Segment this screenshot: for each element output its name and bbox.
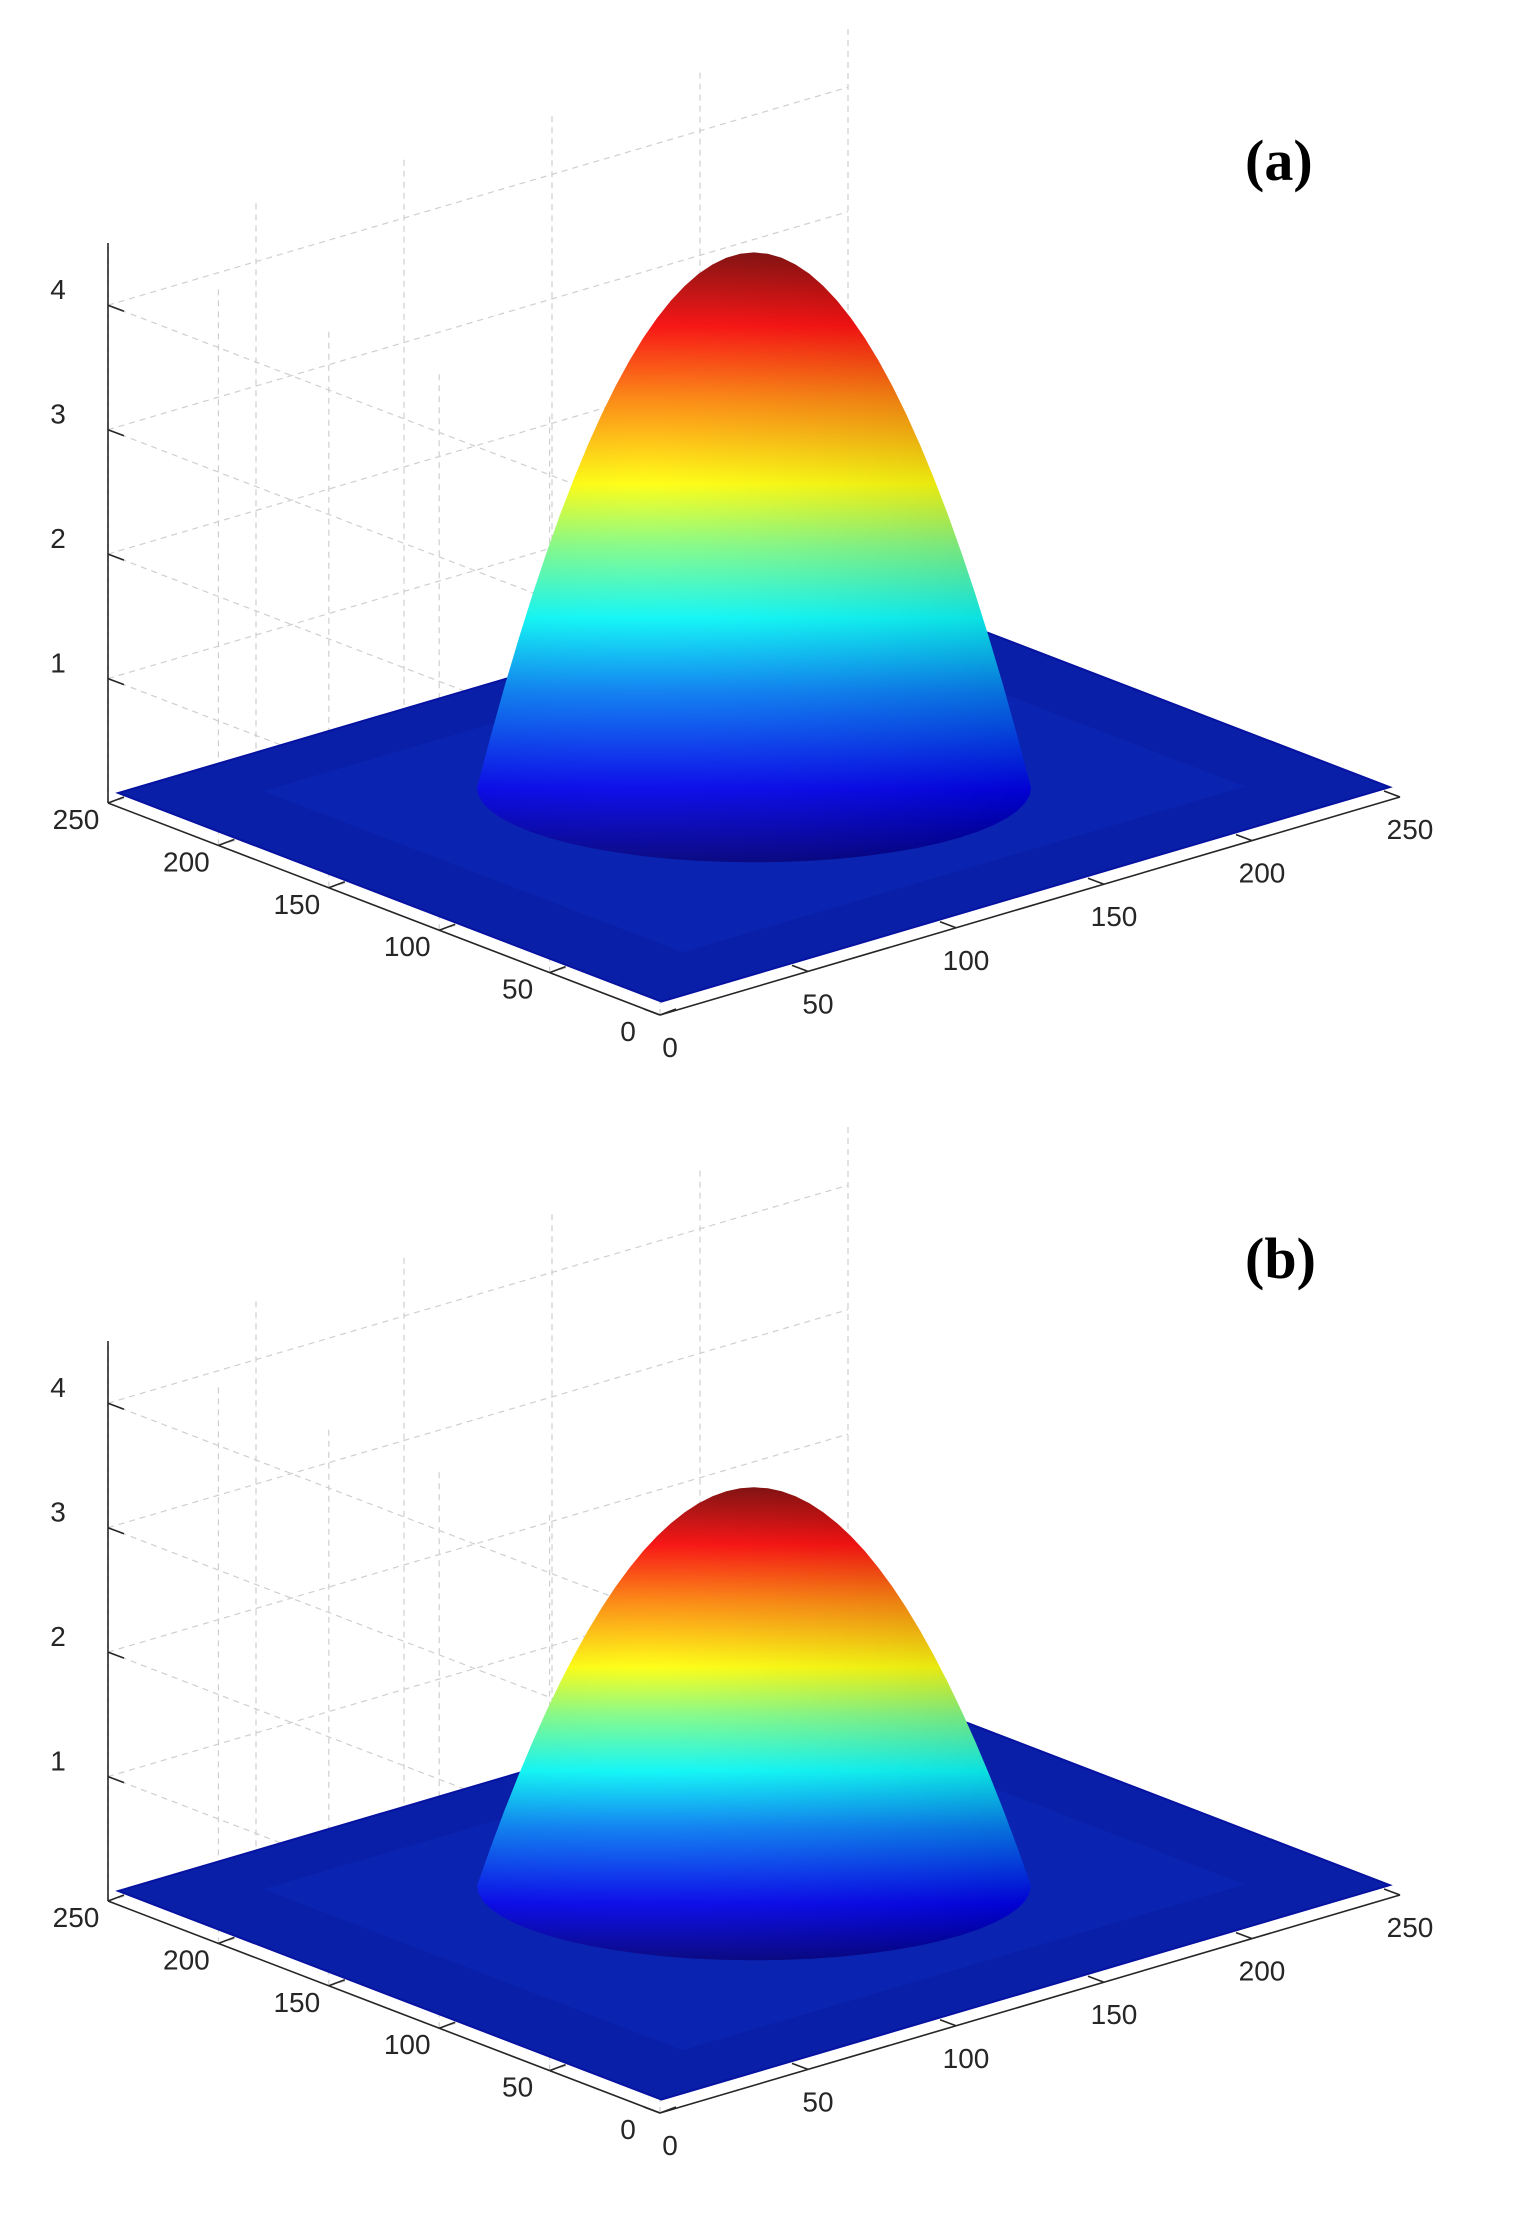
x-tick-mark xyxy=(1383,1888,1401,1896)
y-tick-label: 100 xyxy=(384,2029,431,2060)
surface-plot-b: 0 50 100 150 200 250 0 50 100 150 200 250 1 2 3 4 (b) xyxy=(0,1098,1528,2209)
y-tick-label: 100 xyxy=(384,931,431,962)
y-tick-mark xyxy=(659,1008,677,1016)
x-tick-label: 250 xyxy=(1387,814,1434,845)
y-tick-label: 50 xyxy=(502,2072,533,2103)
x-tick-label: 200 xyxy=(1239,858,1286,889)
panel-label-b: (b) xyxy=(1245,1226,1316,1291)
y-tick-label: 200 xyxy=(163,1944,210,1975)
z-tick-mark xyxy=(107,428,125,437)
y-tick-mark xyxy=(218,1936,235,1945)
wall-grid-z xyxy=(107,1309,849,1529)
wall-grid-z xyxy=(107,211,849,431)
z-tick-mark xyxy=(107,1651,125,1659)
x-tick-mark xyxy=(1087,877,1105,885)
z-tick-label: 1 xyxy=(50,1746,66,1777)
y-tick-mark xyxy=(438,923,456,931)
y-tick-mark xyxy=(549,965,566,974)
x-axis-line xyxy=(659,796,1401,1016)
x-tick-label: 100 xyxy=(943,2043,990,2074)
wall-grid-z xyxy=(107,86,849,306)
x-tick-mark xyxy=(791,2062,809,2071)
y-axis-line xyxy=(107,802,661,1016)
z-tick-label: 1 xyxy=(50,648,66,679)
x-tick-mark xyxy=(791,964,809,973)
axes-a: 0 50 100 150 200 250 0 50 100 150 200 250 1 2 3 4 xyxy=(50,25,1433,1063)
z-tick-mark xyxy=(107,304,125,312)
y-tick-label: 50 xyxy=(502,974,533,1005)
surface-dome-shading xyxy=(477,252,1031,863)
x-tick-mark xyxy=(939,921,957,929)
wall-grid-z xyxy=(107,1433,849,1653)
z-tick-label: 3 xyxy=(50,1497,66,1528)
z-tick-mark xyxy=(107,677,125,686)
z-tick-mark xyxy=(107,1402,125,1410)
y-tick-label: 150 xyxy=(273,889,320,920)
x-tick-mark xyxy=(1087,1975,1105,1983)
panel-label-layer-a: (a) xyxy=(1245,128,1313,193)
x-tick-label: 250 xyxy=(1387,1912,1434,1943)
y-tick-mark xyxy=(549,2063,566,2072)
z-tick-mark xyxy=(107,1526,125,1535)
y-tick-mark xyxy=(328,1979,346,1987)
x-tick-label: 50 xyxy=(802,988,833,1019)
y-tick-label: 150 xyxy=(273,1987,320,2018)
x-axis-line xyxy=(659,1894,1401,2114)
x-tick-mark xyxy=(643,2106,661,2114)
surface-plot-a-svg: 0 50 100 150 200 250 0 50 100 150 200 250 1 2 3 4 xyxy=(50,25,1433,1063)
x-tick-mark xyxy=(643,1008,661,1016)
y-tick-label: 0 xyxy=(620,2114,636,2145)
x-tick-label: 0 xyxy=(662,1032,678,1063)
x-tick-label: 150 xyxy=(1091,1999,1138,2030)
x-tick-label: 0 xyxy=(662,2130,678,2161)
y-tick-mark xyxy=(328,881,346,889)
y-tick-mark xyxy=(438,2021,456,2029)
x-tick-mark xyxy=(1383,790,1401,798)
z-tick-label: 4 xyxy=(50,274,66,305)
y-tick-mark xyxy=(107,796,125,804)
surface-plot-b-svg: 0 50 100 150 200 250 0 50 100 150 200 250 1 2 3 4 xyxy=(50,1123,1433,2161)
x-tick-label: 100 xyxy=(943,945,990,976)
y-tick-label: 200 xyxy=(163,846,210,877)
y-tick-mark xyxy=(107,1894,125,1902)
x-tick-label: 50 xyxy=(802,2086,833,2117)
z-tick-label: 3 xyxy=(50,399,66,430)
x-tick-mark xyxy=(1235,1931,1253,1940)
y-axis-line xyxy=(107,1900,661,2114)
panel-label-layer-b: (b) xyxy=(1245,1226,1316,1291)
wall-grid-z xyxy=(107,1184,849,1404)
x-tick-mark xyxy=(1235,833,1253,842)
y-tick-label: 250 xyxy=(53,804,100,835)
y-tick-label: 0 xyxy=(620,1016,636,1047)
surface-plot-a: 0 50 100 150 200 250 0 50 100 150 200 250 1 2 3 4 (a) xyxy=(0,0,1528,1111)
z-tick-label: 2 xyxy=(50,523,66,554)
y-tick-mark xyxy=(218,838,235,847)
z-tick-mark xyxy=(107,553,125,561)
x-tick-mark xyxy=(939,2019,957,2027)
z-tick-mark xyxy=(107,1775,125,1784)
z-tick-label: 2 xyxy=(50,1621,66,1652)
y-tick-label: 250 xyxy=(53,1902,100,1933)
y-tick-mark xyxy=(659,2106,677,2114)
x-tick-label: 200 xyxy=(1239,1956,1286,1987)
axes-b: 0 50 100 150 200 250 0 50 100 150 200 250 1 2 3 4 xyxy=(50,1123,1433,2161)
surface-dome-shading xyxy=(477,1487,1031,1961)
x-tick-label: 150 xyxy=(1091,901,1138,932)
panel-label-a: (a) xyxy=(1245,128,1313,193)
z-tick-label: 4 xyxy=(50,1372,66,1403)
